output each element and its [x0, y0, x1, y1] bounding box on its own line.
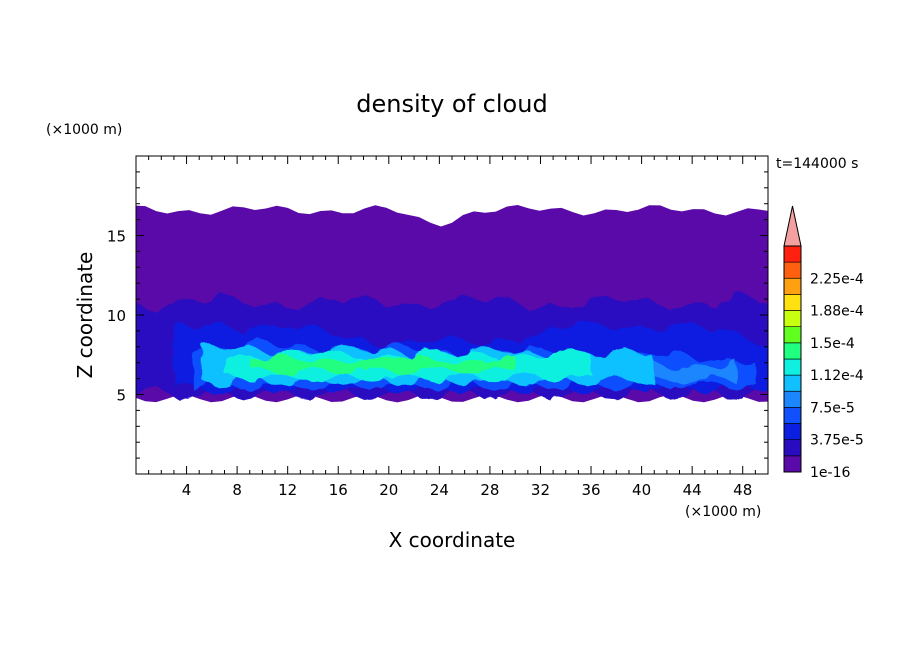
colorbar-cell	[783, 439, 802, 457]
colorbar-cell	[783, 310, 802, 328]
colorbar-cell	[783, 261, 802, 279]
colorbar-label: 1e-16	[810, 465, 850, 481]
colorbar-label: 1.12e-4	[810, 368, 864, 384]
y-tick-label: 15	[107, 228, 126, 246]
colorbar-cell	[783, 358, 802, 376]
density-field	[136, 205, 768, 403]
colorbar-frame	[783, 245, 802, 473]
x-tick-label: 24	[430, 481, 449, 499]
x-tick-label: 40	[632, 481, 651, 499]
colorbar-cell	[783, 342, 802, 360]
x-unit-label: (×1000 m)	[685, 504, 761, 520]
colorbar-cell	[783, 423, 802, 441]
x-tick-label: 8	[232, 481, 242, 499]
colorbar-label: 3.75e-5	[810, 433, 864, 449]
colorbar-cell	[783, 294, 802, 311]
colorbar-cell	[783, 326, 802, 344]
x-tick-label: 16	[329, 481, 348, 499]
x-axis: 4 8 12 16 20 24 28 32 36 40 44 48	[135, 156, 769, 499]
colorbar-cell	[783, 277, 802, 295]
field-level-7	[654, 360, 737, 385]
colorbar-cell	[783, 455, 802, 473]
y-axis-label: Z coordinate	[73, 252, 97, 379]
colorbar-label: 2.25e-4	[810, 271, 864, 287]
y-tick-label: 10	[107, 307, 126, 325]
y-axis: 5 10 15	[107, 155, 768, 475]
x-tick-label: 32	[531, 481, 550, 499]
x-tick-label: 48	[733, 481, 752, 499]
x-tick-label: 28	[480, 481, 499, 499]
y-tick-label: 5	[116, 387, 126, 405]
x-tick-label: 12	[278, 481, 297, 499]
colorbar-label: 1.88e-4	[810, 304, 864, 320]
x-tick-label: 4	[182, 481, 192, 499]
y-unit-label: (×1000 m)	[46, 122, 122, 138]
chart-title: density of cloud	[356, 90, 547, 118]
colorbar-over-arrow	[783, 205, 802, 247]
colorbar-label: 1.5e-4	[810, 336, 855, 352]
x-tick-label: 36	[581, 481, 600, 499]
colorbar-label: 7.5e-5	[810, 400, 855, 416]
field-level-6	[249, 355, 516, 374]
colorbar: 1e-16 3.75e-5 7.5e-5 1.12e-4 1.5e-4 1.88e-4 2.…	[783, 205, 864, 481]
x-tick-label: 44	[683, 481, 702, 499]
x-tick-label: 20	[379, 481, 398, 499]
colorbar-cell	[783, 407, 802, 424]
x-axis-label: X coordinate	[389, 528, 516, 552]
colorbar-cell	[783, 374, 802, 392]
time-label: t=144000 s	[776, 156, 858, 172]
colorbar-cell	[783, 390, 802, 408]
colorbar-cell	[783, 245, 802, 263]
